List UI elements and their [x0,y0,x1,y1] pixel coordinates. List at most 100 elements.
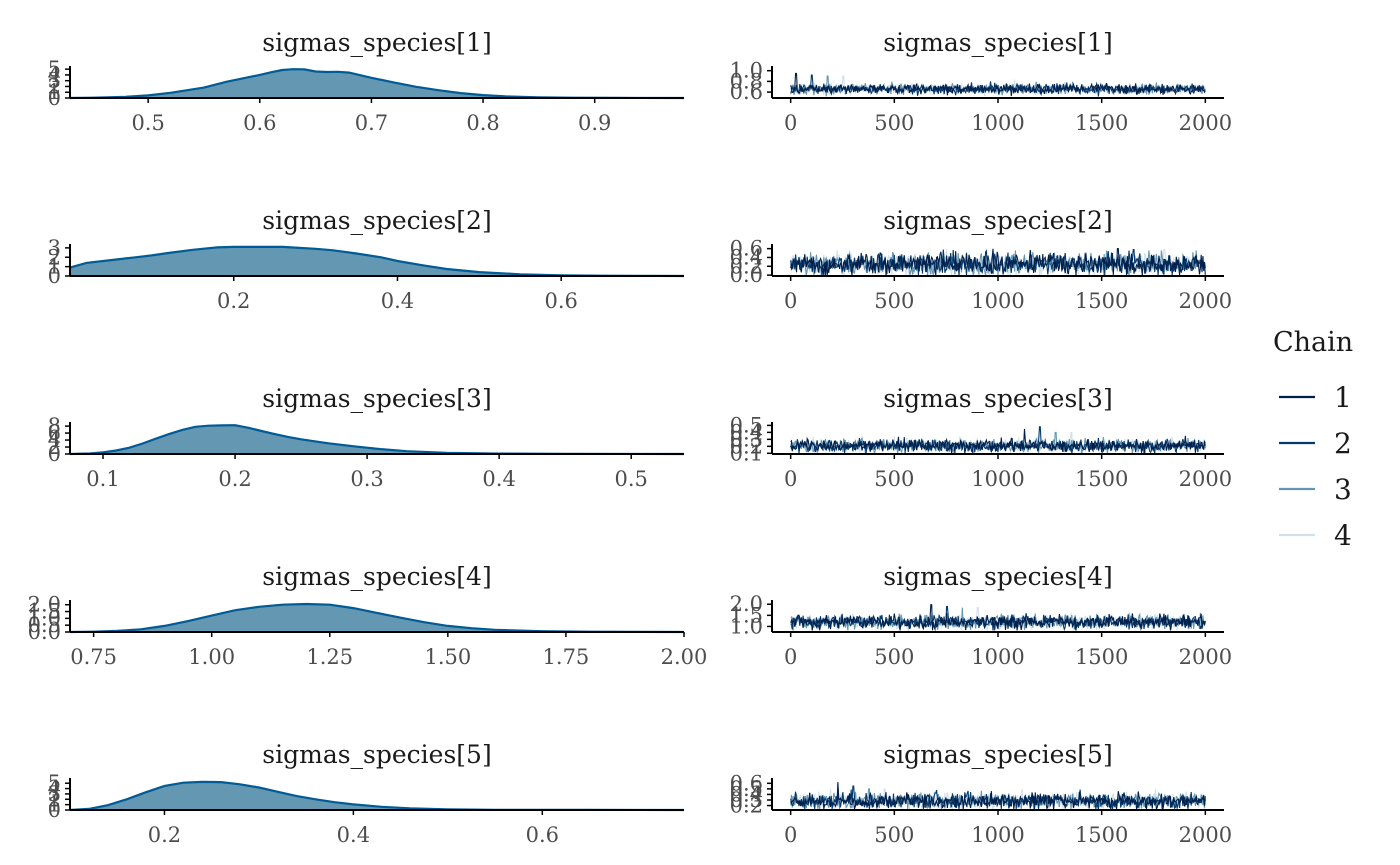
trace-lines [790,604,1206,632]
x-tick-label: 2000 [1179,467,1232,491]
x-tick-label: 500 [874,823,914,847]
panel-grid: sigmas_species[1]0.5 0.6 0.7 0.8 0.9012345si… [28,28,1232,847]
x-tick-label: 500 [874,645,914,669]
trace-chain-1 [790,428,1206,454]
x-tick-label: 1500 [1075,467,1128,491]
trace-panel: sigmas_species[5] 0 500 1000 1500 2000 0.20.30… [730,740,1232,847]
y-tick-label: 6 [48,421,61,445]
y-tick-label: 0 [48,86,61,110]
x-tick-label: 0 [784,111,797,135]
legend-title: Chain [1273,327,1353,358]
x-tick-label: 0 [784,467,797,491]
x-tick-label: 1000 [971,289,1024,313]
legend-label: 4 [1334,519,1352,552]
legend-item: 2 [1279,427,1352,460]
panel-title: sigmas_species[4] [883,562,1112,591]
trace-panel: sigmas_species[4] 0 500 1000 1500 2000 1.01.52… [730,562,1232,669]
y-tick-label: 3 [48,782,61,806]
x-tick-label: 0.2 [218,467,251,491]
x-tick-label: 1500 [1075,823,1128,847]
panel-title: sigmas_species[5] [262,740,491,769]
x-tick-label: 1000 [971,467,1024,491]
y-tick-label: 0.2 [730,254,763,278]
x-tick-label: 0.3 [350,467,383,491]
y-tick-label: 4 [48,63,61,87]
y-tick-label: 0.4 [730,782,763,806]
panel-title: sigmas_species[5] [883,740,1112,769]
y-tick-label: 0.2 [730,434,763,458]
x-tick-label: 1000 [971,645,1024,669]
x-tick-label: 1000 [971,111,1024,135]
y-tick-label: 0.2 [730,794,763,818]
panel-title: sigmas_species[2] [262,206,491,235]
y-tick-label: 2 [48,435,61,459]
trace-lines [790,426,1206,456]
y-tick-label: 0.5 [730,413,763,437]
y-tick-label: 1.5 [28,600,61,624]
trace-chain-1 [790,604,1206,632]
x-tick-label: 0.75 [70,645,117,669]
y-tick-label: 2 [48,787,61,811]
y-tick-label: 3 [48,236,61,260]
y-tick-label: 0.1 [730,441,763,465]
x-tick-label: 0.5 [131,111,164,135]
x-tick-label: 2000 [1179,111,1232,135]
y-tick-label: 0.8 [730,69,763,93]
y-tick-label: 2 [48,74,61,98]
trace-chain-1 [790,248,1206,276]
x-tick-label: 2000 [1179,645,1232,669]
x-tick-label: 1.50 [424,645,471,669]
y-tick-label: 2.0 [730,592,763,616]
x-tick-label: 1.75 [543,645,590,669]
y-tick-label: 1.0 [28,606,61,630]
y-tick-label: 0.6 [730,771,763,795]
trace-lines [790,72,1206,97]
legend-label: 3 [1334,473,1352,506]
x-tick-label: 500 [874,467,914,491]
trace-chain-1 [790,72,1206,97]
legend-label: 1 [1334,381,1352,414]
density-area [70,246,684,276]
y-tick-label: 0 [48,798,61,822]
density-area [70,425,684,454]
trace-lines [790,782,1206,811]
panel-title: sigmas_species[3] [883,384,1112,413]
x-tick-label: 0.6 [526,823,559,847]
y-tick-label: 8 [48,414,61,438]
legend-item: 4 [1279,519,1352,552]
legend-item: 1 [1279,381,1352,414]
x-tick-label: 2000 [1179,823,1232,847]
y-tick-label: 2.0 [28,593,61,617]
y-tick-label: 5 [48,771,61,795]
panel-title: sigmas_species[2] [883,206,1112,235]
y-tick-label: 1.0 [730,614,763,638]
x-tick-label: 1.00 [188,645,235,669]
panel-title: sigmas_species[1] [883,28,1112,57]
x-tick-label: 0 [784,645,797,669]
trace-chain-2 [790,785,1206,810]
y-tick-label: 0.4 [730,245,763,269]
y-tick-label: 3 [48,69,61,93]
x-tick-label: 0 [784,289,797,313]
trace-chain-1 [790,782,1206,811]
x-tick-label: 0 [784,823,797,847]
x-tick-label: 2000 [1179,289,1232,313]
panel-title: sigmas_species[3] [262,384,491,413]
x-tick-label: 0.6 [544,289,577,313]
y-tick-label: 0.5 [730,777,763,801]
x-tick-label: 1000 [971,823,1024,847]
trace-panel: sigmas_species[3] 0 500 1000 1500 2000 0.10.20… [730,384,1232,491]
density-curve [69,424,685,456]
y-tick-label: 0 [48,264,61,288]
trace-chain-2 [790,248,1206,276]
x-tick-label: 0.5 [614,467,647,491]
x-tick-label: 0.2 [148,823,181,847]
panel-title: sigmas_species[4] [262,562,491,591]
y-tick-label: 1.5 [730,603,763,627]
y-tick-label: 0.3 [730,788,763,812]
x-tick-label: 0.4 [337,823,370,847]
